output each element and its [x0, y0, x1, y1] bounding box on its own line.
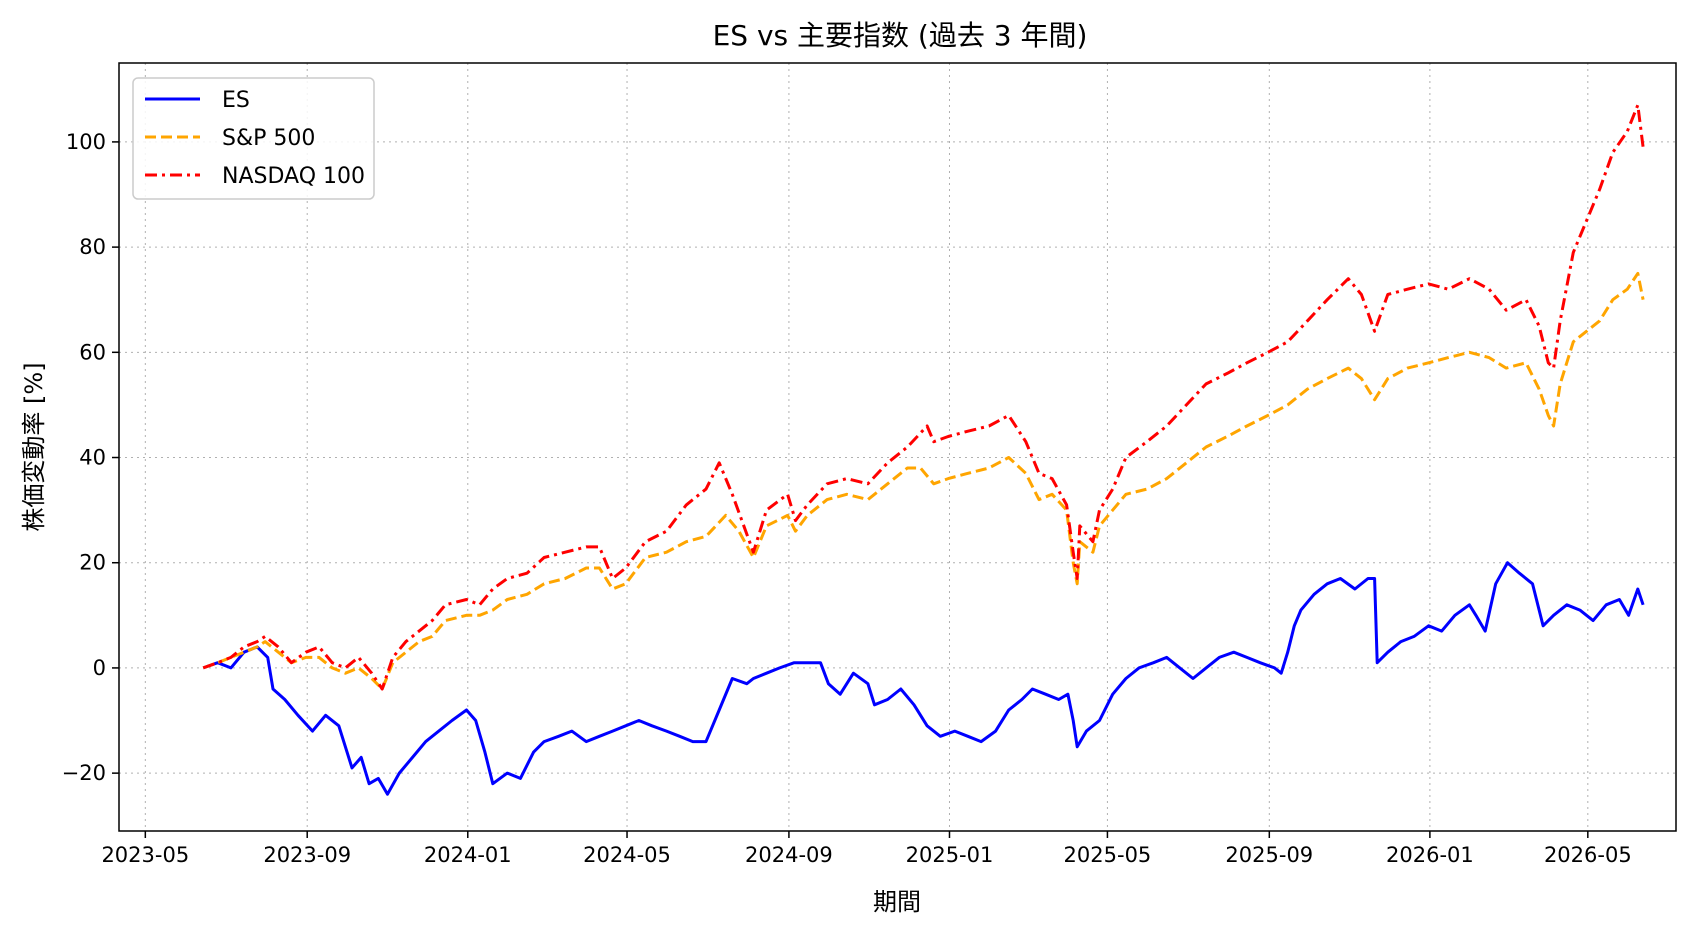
series-line-es: [202, 561, 1645, 796]
y-tick-label: −20: [62, 761, 106, 785]
legend: ES S&P 500 NASDAQ 100: [132, 77, 375, 200]
y-axis-label: 株価変動率 [%]: [20, 362, 48, 531]
y-tick-label: 0: [93, 656, 106, 680]
y-tick-label: 20: [79, 551, 106, 575]
x-tick-label: 2024-05: [583, 843, 671, 867]
y-tick-label: 60: [79, 340, 106, 364]
chart-title: ES vs 主要指数 (過去 3 年間): [713, 19, 1088, 52]
x-tick-label: 2024-01: [424, 843, 512, 867]
x-tick-label: 2025-09: [1225, 843, 1313, 867]
legend-label-es: ES: [222, 88, 250, 113]
grid-lines: [119, 63, 1676, 831]
x-tick-label: 2024-09: [745, 843, 833, 867]
x-axis-ticks: 2023-05 2023-09 2024-01 2024-05 2024-09 2025-…: [101, 831, 1632, 867]
series-line-s-p-500: [202, 271, 1645, 691]
legend-label-nasdaq100: NASDAQ 100: [222, 164, 365, 189]
x-tick-label: 2026-05: [1544, 843, 1632, 867]
y-tick-label: 40: [79, 446, 106, 470]
x-tick-label: 2023-05: [101, 843, 189, 867]
y-axis-ticks: −20 0 20 40 60 80 100: [62, 130, 119, 785]
x-tick-label: 2025-01: [906, 843, 994, 867]
x-tick-label: 2023-09: [263, 843, 351, 867]
x-axis-label: 期間: [873, 888, 921, 916]
legend-label-sp500: S&P 500: [222, 126, 315, 151]
legend-box: [132, 77, 375, 200]
y-tick-label: 100: [66, 130, 106, 154]
series-line-nasdaq-100: [202, 103, 1645, 691]
x-tick-label: 2025-05: [1064, 843, 1152, 867]
x-tick-label: 2026-01: [1386, 843, 1474, 867]
y-tick-label: 80: [79, 235, 106, 259]
plot-frame: [118, 62, 1677, 832]
series-lines: [202, 103, 1645, 796]
